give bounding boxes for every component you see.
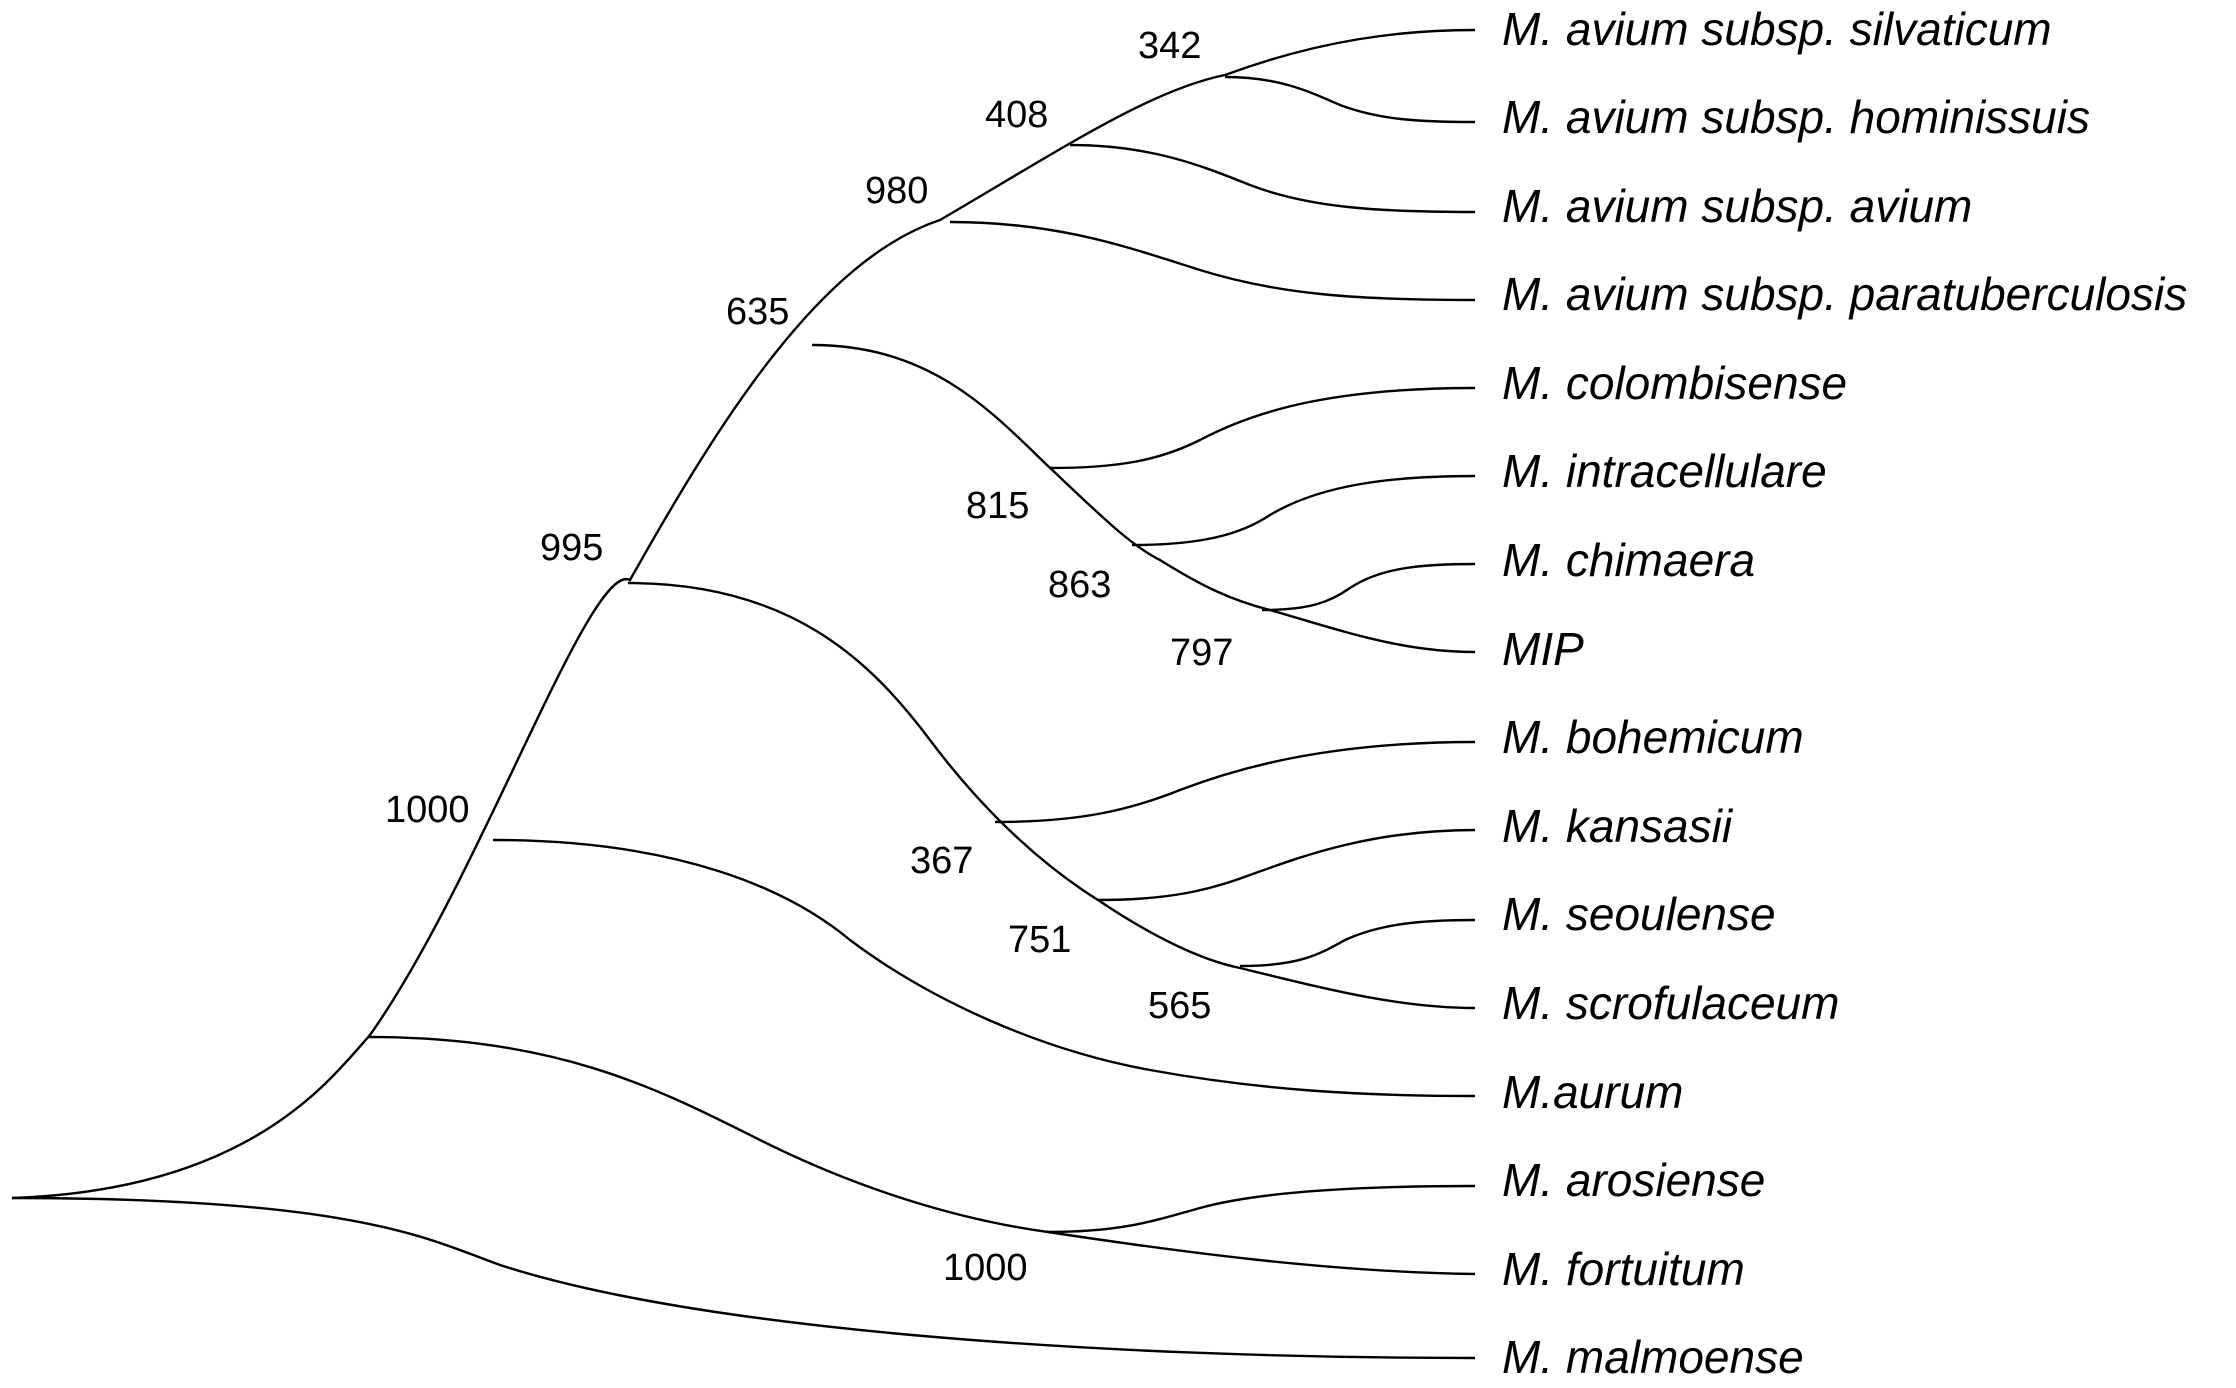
taxon-label: M. kansasii — [1502, 800, 1734, 852]
branch-hominissuis — [1224, 75, 1476, 124]
support-value: 1000 — [385, 789, 470, 831]
branch-aurum — [492, 838, 1476, 1098]
support-value: 980 — [865, 170, 928, 212]
branch-colombisense — [1049, 386, 1476, 470]
branch-bohemicum — [994, 740, 1476, 824]
branch-malmoense — [11, 1196, 1476, 1360]
taxon-labels: M. avium subsp. silvaticum M. avium subs… — [1502, 3, 2187, 1383]
support-values: 342 408 980 635 815 863 797 995 367 751 … — [385, 25, 1233, 1289]
branch-fortuitum — [367, 1035, 1476, 1276]
taxon-label: M. fortuitum — [1502, 1243, 1745, 1295]
taxon-label: M. avium subsp. hominissuis — [1502, 91, 2090, 143]
support-value: 995 — [540, 527, 603, 569]
taxon-label: M. colombisense — [1502, 357, 1847, 409]
taxon-label: M. seoulense — [1502, 888, 1776, 940]
support-value: 565 — [1148, 985, 1211, 1027]
taxon-label: M. avium subsp. avium — [1502, 180, 1972, 232]
branch-chimaera — [1261, 562, 1476, 612]
taxon-label: MIP — [1502, 623, 1584, 675]
branch-avium — [1069, 143, 1476, 214]
taxon-label: M. avium subsp. silvaticum — [1502, 3, 2052, 55]
branch-intracellulare — [1131, 474, 1476, 547]
taxon-label: M. bohemicum — [1502, 711, 1804, 763]
support-value: 342 — [1138, 25, 1201, 67]
taxon-label: M. scrofulaceum — [1502, 977, 1839, 1029]
branch-kansasii-group — [627, 581, 1476, 1010]
support-value: 863 — [1048, 564, 1111, 606]
branch-kansasii — [1097, 828, 1476, 902]
taxon-label: M. malmoense — [1502, 1331, 1804, 1383]
support-value: 635 — [726, 291, 789, 333]
support-value: 367 — [910, 840, 973, 882]
taxon-label: M. arosiense — [1502, 1154, 1765, 1206]
branch-seoulense — [1239, 918, 1476, 968]
taxon-label: M. intracellulare — [1502, 445, 1827, 497]
support-value: 1000 — [943, 1247, 1028, 1289]
branch-paratuberculosis — [949, 220, 1476, 302]
tree-branches — [11, 28, 1476, 1360]
branch-arosiense — [1047, 1184, 1476, 1234]
branch-backbone — [11, 28, 1476, 1200]
support-value: 797 — [1170, 632, 1233, 674]
branch-intracellulare-group — [811, 343, 1476, 654]
taxon-label: M. chimaera — [1502, 534, 1755, 586]
support-value: 751 — [1008, 919, 1071, 961]
support-value: 408 — [985, 94, 1048, 136]
taxon-label: M.aurum — [1502, 1066, 1683, 1118]
taxon-label: M. avium subsp. paratuberculosis — [1502, 268, 2187, 320]
support-value: 815 — [966, 485, 1029, 527]
